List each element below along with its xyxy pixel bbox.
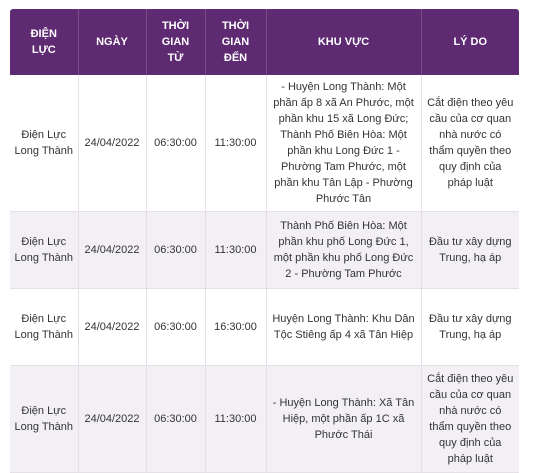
table-header-row: ĐIỆN LỰC NGÀY THỜI GIAN TỪ THỜI GIAN ĐẾN — [10, 9, 519, 75]
cell-dien-luc: Điện Lực Long Thành — [10, 365, 78, 473]
column-header-thoi-gian-den: THỜI GIAN ĐẾN — [204, 9, 266, 75]
cell-thoi-gian-tu: 06:30:00 — [145, 75, 205, 212]
cell-thoi-gian-tu: 06:30:00 — [145, 288, 205, 366]
cell-ngay: 24/04/2022 — [77, 288, 146, 366]
cell-thoi-gian-den: 11:30:00 — [204, 211, 266, 289]
cell-dien-luc: Điện Lực Long Thành — [10, 288, 78, 366]
cell-thoi-gian-den: 16:30:00 — [204, 288, 266, 366]
cell-thoi-gian-tu: 06:30:00 — [145, 365, 205, 473]
cell-ngay: 24/04/2022 — [77, 211, 146, 289]
table-row: Điện Lực Long Thành 24/04/2022 06:30:00 … — [10, 75, 519, 212]
column-header-dien-luc: ĐIỆN LỰC — [10, 9, 78, 75]
cell-ly-do: Cắt điện theo yêu cầu của cơ quan nhà nư… — [420, 75, 519, 212]
cell-ngay: 24/04/2022 — [77, 365, 146, 473]
cell-thoi-gian-den: 11:30:00 — [204, 75, 266, 212]
table-row: Điện Lực Long Thành 24/04/2022 06:30:00 … — [10, 288, 519, 366]
column-header-thoi-gian-tu: THỜI GIAN TỪ — [145, 9, 205, 75]
column-header-ngay: NGÀY — [77, 9, 146, 75]
table-row: Điện Lực Long Thành 24/04/2022 06:30:00 … — [10, 365, 519, 473]
cell-ly-do: Cắt điện theo yêu cầu của cơ quan nhà nư… — [420, 365, 519, 473]
cell-thoi-gian-tu: 06:30:00 — [145, 211, 205, 289]
cell-thoi-gian-den: 11:30:00 — [204, 365, 266, 473]
cell-dien-luc: Điện Lực Long Thành — [10, 211, 78, 289]
cell-ly-do: Đầu tư xây dựng Trung, hạ áp — [420, 288, 519, 366]
table-row: Điện Lực Long Thành 24/04/2022 06:30:00 … — [10, 211, 519, 289]
cell-khu-vuc: - Huyện Long Thành: Một phần ấp 8 xã An … — [265, 75, 421, 212]
cell-khu-vuc: - Huyện Long Thành: Xã Tân Hiệp, một phầ… — [265, 365, 421, 473]
cell-ly-do: Đầu tư xây dựng Trung, hạ áp — [420, 211, 519, 289]
cell-ngay: 24/04/2022 — [77, 75, 146, 212]
cell-khu-vuc: Thành Phố Biên Hòa: Một phần khu phố Lon… — [265, 211, 421, 289]
cell-khu-vuc: Huyện Long Thành: Khu Dân Tộc Stiêng ấp … — [265, 288, 421, 366]
column-header-ly-do: LÝ DO — [420, 9, 519, 75]
outage-schedule-table: ĐIỆN LỰC NGÀY THỜI GIAN TỪ THỜI GIAN ĐẾN — [10, 9, 519, 473]
column-header-khu-vuc: KHU VỰC — [265, 9, 421, 75]
cell-dien-luc: Điện Lực Long Thành — [10, 75, 78, 212]
